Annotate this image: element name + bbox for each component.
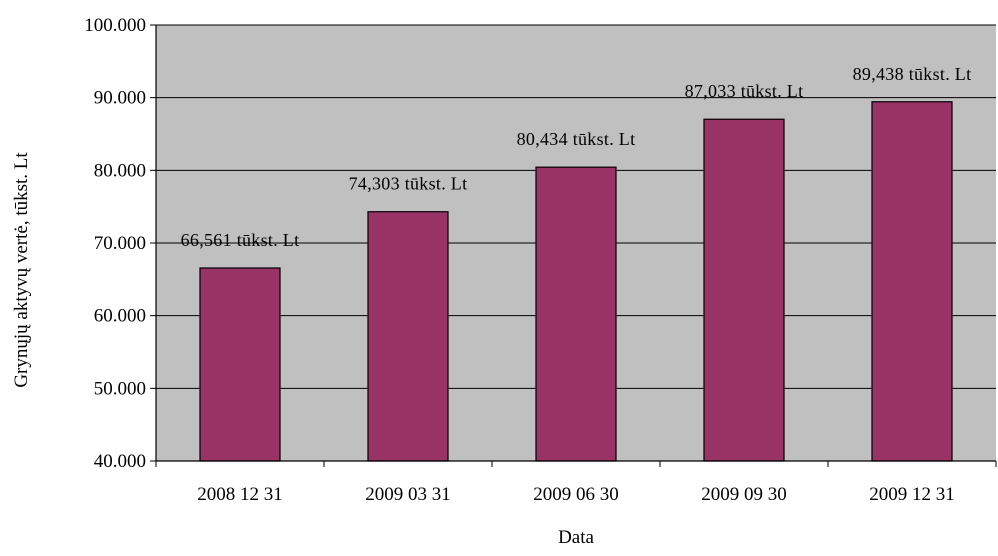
bar — [199, 267, 281, 462]
x-tick-label: 2009 09 30 — [701, 484, 787, 505]
y-tick-label: 60.000 — [94, 306, 146, 327]
data-label: 74,303 tūkst. Lt — [349, 174, 468, 194]
y-tick-label: 90.000 — [94, 88, 146, 109]
bar — [367, 211, 449, 462]
data-labels: 66,561 tūkst. Lt 74,303 tūkst. Lt 80,434 t… — [181, 64, 972, 250]
data-label: 80,434 tūkst. Lt — [517, 129, 636, 149]
y-tick-label: 100.000 — [84, 15, 146, 36]
y-tick-label: 40.000 — [94, 451, 146, 472]
bar — [703, 118, 785, 462]
y-tick-label: 80.000 — [94, 160, 146, 181]
bar — [871, 101, 953, 462]
data-label: 89,438 tūkst. Lt — [853, 64, 972, 84]
data-label: 87,033 tūkst. Lt — [685, 81, 804, 101]
x-tick-label: 2008 12 31 — [197, 484, 283, 505]
y-tick-label: 50.000 — [94, 378, 146, 399]
x-tick-label: 2009 06 30 — [533, 484, 619, 505]
bar — [535, 166, 617, 462]
x-tick-label: 2009 03 31 — [365, 484, 451, 505]
y-axis-title: Grynųjų aktyvų vertė, tūkst. Lt — [11, 152, 32, 388]
bars — [199, 101, 953, 462]
x-axis-title: Data — [558, 527, 594, 548]
y-tick-label: 70.000 — [94, 233, 146, 254]
x-tick-label: 2009 12 31 — [869, 484, 955, 505]
axes: 40.000 50.000 60.000 70.000 80.000 90.000 100.… — [84, 15, 997, 505]
data-label: 66,561 tūkst. Lt — [181, 230, 300, 250]
